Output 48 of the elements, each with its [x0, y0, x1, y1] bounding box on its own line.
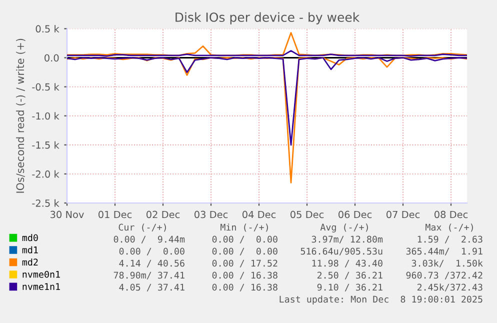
text: 4.14 / 40.56	[119, 260, 184, 268]
x-tick-label: 04 Dec	[242, 210, 276, 218]
legend-label: nvme0n1	[22, 270, 60, 278]
text: 365.44m/ 1.91	[406, 248, 482, 256]
x-tick-label: 03 Dec	[194, 210, 228, 218]
x-tick-label: 06 Dec	[338, 210, 372, 218]
text: Max (-/+)	[426, 224, 473, 232]
x-tick-label: 01 Dec	[98, 210, 132, 218]
text: Avg (-/+)	[320, 224, 368, 232]
text: 516.64u/905.53u	[300, 248, 382, 256]
legend-label: md2	[22, 258, 38, 266]
legend-label: nvme1n1	[22, 283, 60, 290]
text: 2.45k/372.43	[417, 284, 482, 292]
y-axis-title: IOs/second read (-) / write (+)	[16, 38, 26, 193]
text: 0.00 / 16.38	[212, 272, 278, 280]
text: Cur (-/+)	[118, 224, 166, 232]
text: 78.90m/ 37.41	[114, 272, 184, 280]
text: 4.05 / 37.41	[119, 284, 184, 292]
y-tick-label: 0.0	[44, 54, 59, 62]
text: 3.03k/ 1.50k	[412, 260, 483, 268]
legend-label: md1	[22, 246, 38, 254]
x-tick-label: 07 Dec	[386, 210, 420, 218]
y-tick-label: -2.0 k	[32, 170, 60, 178]
y-tick-label: -1.5 k	[32, 141, 60, 149]
text: 3.97m/ 12.80m	[312, 236, 383, 244]
text: 2.50 / 36.21	[317, 272, 382, 280]
x-tick-label: 02 Dec	[146, 210, 180, 218]
text: 0.00 / 9.44m	[114, 236, 185, 244]
text: 960.73 /372.42	[406, 272, 482, 280]
y-tick-label: 0.5 k	[36, 25, 60, 33]
y-tick-label: -1.0 k	[32, 112, 60, 120]
y-tick-label: -2.5 k	[32, 199, 60, 207]
text: 1.59 / 2.63	[418, 236, 482, 244]
text: Last update: Mon Dec 8 19:00:01 2025	[280, 296, 482, 304]
text: 11.98 / 43.40	[312, 260, 382, 268]
legend-label: md0	[22, 234, 38, 242]
text: 0.00 / 0.00	[119, 248, 184, 256]
x-tick-label: 08 Dec	[434, 210, 468, 218]
text: 0.00 / 16.38	[212, 284, 278, 292]
text: Min (-/+)	[220, 224, 268, 232]
x-tick-label: 05 Dec	[290, 210, 324, 218]
text: 0.00 / 17.52	[212, 260, 278, 268]
text: 0.00 / 0.00	[212, 236, 278, 244]
y-tick-label: -0.5 k	[32, 83, 60, 91]
x-tick-label: 30 Nov	[50, 210, 84, 218]
text: 9.10 / 36.21	[317, 284, 382, 292]
chart-title: Disk IOs per device - by week	[176, 12, 360, 24]
text: 0.00 / 0.00	[212, 248, 278, 256]
